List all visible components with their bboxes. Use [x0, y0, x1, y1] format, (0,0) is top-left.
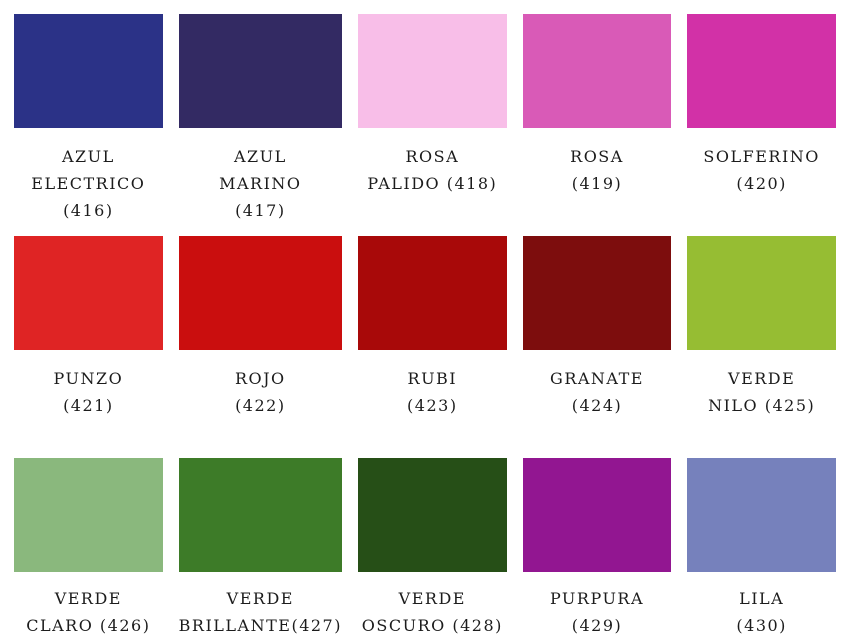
color-swatch — [522, 236, 672, 350]
color-cell: VERDE NILO (425) — [687, 236, 836, 458]
color-cell: VERDE CLARO (426) — [14, 458, 163, 639]
color-swatch — [357, 14, 507, 128]
swatch-label: PUNZO (421) — [14, 350, 163, 458]
swatch-label: VERDE CLARO (426) — [14, 572, 163, 639]
color-swatch — [14, 236, 163, 350]
swatch-label-line: (424) — [571, 396, 623, 415]
swatch-label-line: ROJO — [234, 369, 286, 388]
color-swatch — [14, 458, 163, 572]
swatch-label: RUBI (423) — [358, 350, 507, 458]
color-cell: SOLFERINO (420) — [687, 14, 836, 236]
color-cell: ROSA (419) — [522, 14, 672, 236]
color-cell: VERDE BRILLANTE(427) — [178, 458, 342, 639]
color-swatch — [522, 14, 672, 128]
swatch-label-line: SOLFERINO — [703, 147, 820, 166]
color-swatch — [178, 458, 342, 572]
swatch-label-line: VERDE — [54, 589, 122, 608]
swatch-label: LILA (430) — [687, 572, 836, 639]
swatch-label-line: CLARO (426) — [26, 616, 151, 635]
color-swatch — [687, 458, 836, 572]
swatch-label: VERDE BRILLANTE(427) — [179, 572, 342, 639]
swatch-label-line: ELECTRICO — [31, 174, 146, 193]
swatch-label-line: (421) — [63, 396, 114, 415]
swatch-label-line: VERDE — [398, 589, 466, 608]
swatch-label: SOLFERINO (420) — [687, 128, 836, 236]
color-grid: AZUL ELECTRICO (416) AZUL MARINO (417) ROSA P… — [14, 14, 836, 639]
swatch-label: PURPURA (429) — [523, 572, 672, 639]
color-swatch — [522, 458, 672, 572]
swatch-label-line: (423) — [407, 396, 458, 415]
swatch-label-line: ROSA — [570, 147, 624, 166]
color-swatch — [687, 236, 836, 350]
color-cell: ROSA PALIDO (418) — [357, 14, 507, 236]
swatch-label-line: PALIDO (418) — [367, 174, 498, 193]
swatch-label-line: NILO (425) — [708, 396, 816, 415]
color-cell: RUBI (423) — [357, 236, 507, 458]
color-swatch — [178, 14, 342, 128]
swatch-label: AZUL ELECTRICO (416) — [14, 128, 163, 236]
swatch-label-line: VERDE — [728, 369, 796, 388]
swatch-label-line: MARINO — [219, 174, 302, 193]
color-cell: PUNZO (421) — [14, 236, 163, 458]
swatch-label: AZUL MARINO (417) — [179, 128, 342, 236]
swatch-label-line: VERDE — [226, 589, 294, 608]
swatch-label-line: (420) — [736, 174, 787, 193]
swatch-label: VERDE OSCURO (428) — [358, 572, 507, 639]
swatch-label: ROSA PALIDO (418) — [358, 128, 507, 236]
swatch-label-line: PURPURA — [549, 589, 645, 608]
color-swatch — [357, 458, 507, 572]
color-cell: VERDE OSCURO (428) — [357, 458, 507, 639]
swatch-label-line: GRANATE — [550, 369, 644, 388]
color-cell: AZUL ELECTRICO (416) — [14, 14, 163, 236]
swatch-label: GRANATE (424) — [523, 350, 672, 458]
swatch-label-line: AZUL — [61, 147, 115, 166]
swatch-label: ROSA (419) — [523, 128, 672, 236]
color-cell: LILA (430) — [687, 458, 836, 639]
swatch-label-line: (430) — [736, 616, 787, 635]
color-swatch — [178, 236, 342, 350]
swatch-label-line: RUBI — [407, 369, 458, 388]
color-cell: GRANATE (424) — [522, 236, 672, 458]
color-swatch — [357, 236, 507, 350]
swatch-label: VERDE NILO (425) — [687, 350, 836, 458]
swatch-label-line: (416) — [63, 201, 114, 220]
swatch-label-line: PUNZO — [53, 369, 124, 388]
swatch-label: ROJO (422) — [179, 350, 342, 458]
swatch-label-line: ROSA — [405, 147, 460, 166]
swatch-label-line: LILA — [739, 589, 785, 608]
color-cell: ROJO (422) — [178, 236, 342, 458]
swatch-label-line: (422) — [235, 396, 286, 415]
swatch-label-line: AZUL — [233, 147, 287, 166]
swatch-label-line: BRILLANTE(427) — [178, 616, 342, 635]
swatch-label-line: (419) — [571, 174, 623, 193]
color-swatch — [14, 14, 163, 128]
color-swatch — [687, 14, 836, 128]
swatch-label-line: (417) — [235, 201, 286, 220]
color-cell: PURPURA (429) — [522, 458, 672, 639]
swatch-label-line: OSCURO (428) — [361, 616, 503, 635]
color-cell: AZUL MARINO (417) — [178, 14, 342, 236]
swatch-label-line: (429) — [571, 616, 623, 635]
